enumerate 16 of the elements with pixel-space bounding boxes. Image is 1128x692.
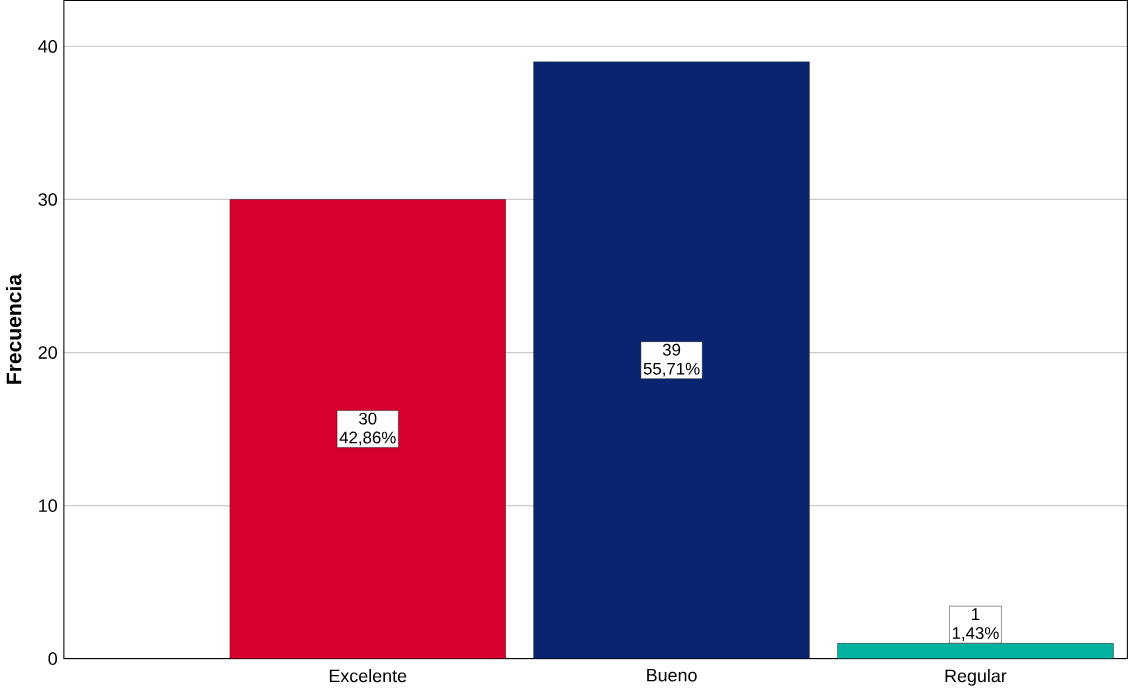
y-tick-label: 40 — [38, 40, 57, 53]
data-label: 39 — [662, 343, 681, 356]
data-label: 30 — [359, 412, 377, 425]
annotation: 55,71% — [643, 362, 700, 377]
x-tick-label: Regular — [945, 669, 1007, 686]
bar — [229, 199, 506, 659]
y-tick-label: 30 — [38, 193, 57, 206]
y-tick-label: 10 — [39, 499, 57, 513]
y-tick-label: 0 — [48, 652, 58, 666]
data-label: 1 — [972, 608, 980, 621]
x-tick-label: Bueno — [647, 669, 697, 682]
annotation: 1,43% — [952, 627, 999, 642]
x-tick-label: Excelente — [329, 669, 407, 683]
y-tick-label: 20 — [38, 346, 57, 360]
annotation: 42,86% — [339, 431, 396, 446]
y-axis-title: Frecuencia — [5, 274, 22, 384]
